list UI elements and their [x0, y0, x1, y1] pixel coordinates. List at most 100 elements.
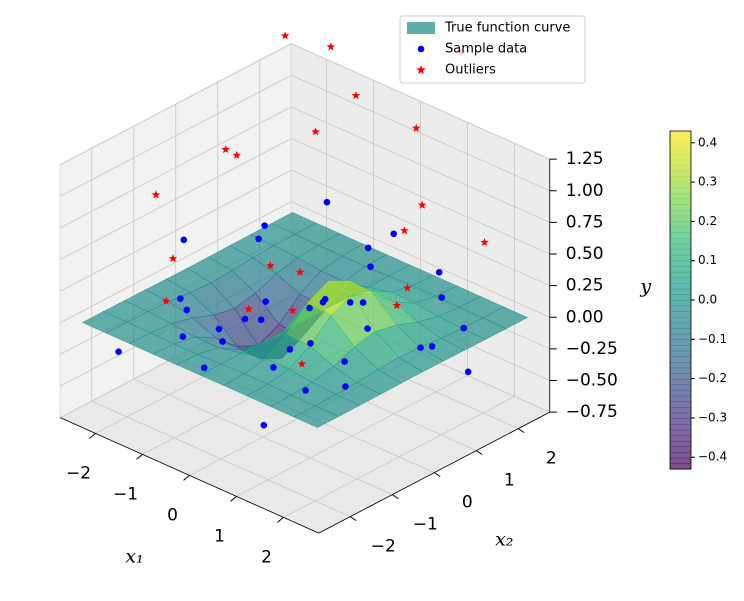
y-tick [349, 516, 357, 522]
colorbar-segment [670, 395, 691, 402]
colorbar-tick-label: 0.2 [698, 214, 717, 228]
colorbar-segment [670, 322, 691, 329]
plot-area [81, 31, 529, 429]
outlier-point [161, 296, 171, 305]
grid-line [60, 201, 292, 324]
x-tick-label: −1 [113, 484, 138, 504]
sample-point [435, 268, 443, 276]
z-tick-label: 1.25 [566, 149, 604, 169]
colorbar-segment [670, 192, 691, 200]
colorbar-segment [670, 367, 691, 374]
sample-point [307, 339, 314, 347]
colorbar-segment [670, 131, 691, 138]
legend-box [399, 15, 586, 84]
outlier-point [295, 267, 305, 276]
outlier-point [326, 42, 336, 51]
colorbar-segment [670, 457, 691, 464]
y-tick [391, 494, 399, 500]
colorbar-segment [670, 412, 691, 419]
grid-line [133, 378, 393, 495]
outlier-point [400, 226, 409, 235]
colorbar-segment [670, 446, 691, 453]
outlier-point [403, 283, 412, 292]
colorbar-segment [670, 260, 691, 267]
sample-point [180, 236, 188, 244]
colorbar-segment [670, 418, 691, 425]
y-tick-label: 0 [462, 493, 473, 513]
legend-label: Outliers [445, 63, 496, 78]
colorbar-segment [670, 463, 691, 470]
sample-point [241, 315, 249, 323]
colorbar-segment [670, 373, 691, 380]
legend-label: True function curve [444, 21, 570, 36]
colorbar-segment [670, 305, 691, 312]
outlier-point [411, 123, 421, 132]
sample-point [464, 368, 472, 376]
grid-line [291, 201, 550, 318]
grid-line [60, 169, 292, 292]
colorbar-segment [670, 356, 691, 363]
outlier-point [311, 127, 320, 136]
sample-point [364, 244, 372, 252]
sample-point [179, 333, 187, 340]
colorbar-segment [670, 198, 691, 205]
colorbar-segment [670, 266, 691, 273]
colorbar-tick-label: −0.2 [698, 371, 727, 385]
colorbar-segment [670, 181, 691, 188]
colorbar-segment [670, 142, 691, 149]
grid-line [91, 400, 351, 517]
legend: True function curve Sample data Outliers [399, 15, 586, 84]
colorbar-segment [670, 429, 691, 436]
sample-point [306, 304, 313, 312]
x-tick [277, 516, 284, 523]
sample-point [428, 343, 436, 350]
colorbar-segment [670, 153, 691, 160]
colorbar-segment [670, 221, 691, 228]
colorbar-segment [670, 170, 691, 177]
z-tick-label: 0.50 [566, 244, 604, 264]
grid-line [60, 106, 292, 229]
y-tick-label: 1 [504, 471, 515, 491]
colorbar-segment [670, 209, 691, 217]
sample-point [200, 364, 208, 372]
colorbar-segment [670, 249, 691, 256]
colorbar-segment [670, 345, 691, 352]
sample-point [260, 421, 268, 429]
colorbar-segment [670, 423, 691, 431]
x-tick-label: 1 [214, 526, 225, 546]
colorbar-tick-label: −0.3 [698, 410, 727, 424]
sample-point [341, 358, 348, 365]
sample-point [261, 222, 268, 229]
colorbar-segment [670, 164, 691, 172]
y-tick [475, 450, 483, 456]
colorbar-segment [670, 159, 691, 166]
outlier-point [417, 200, 427, 209]
grid-line [291, 43, 550, 160]
sample-point [115, 348, 122, 356]
colorbar-segment [670, 176, 691, 183]
sample-point [270, 364, 277, 371]
sample-point [257, 316, 265, 324]
sample-point [262, 298, 270, 305]
y-tick-label: 2 [546, 449, 557, 469]
colorbar-segment [670, 300, 691, 307]
colorbar-segment [670, 204, 691, 211]
colorbar-segment [670, 215, 691, 222]
colorbar-tick-label: 0.0 [698, 293, 717, 307]
sample-point [215, 325, 223, 333]
legend-swatch [407, 22, 435, 34]
colorbar-segment [670, 288, 691, 295]
legend-label: Sample data [445, 42, 527, 57]
colorbar-segment [670, 378, 691, 386]
colorbar: −0.4 −0.3 −0.2 −0.1 0.0 0.1 0.2 0.3 0.4 [669, 130, 727, 470]
outlier-point [221, 144, 230, 154]
grid-line [291, 74, 550, 192]
y-tick-label: −2 [371, 537, 396, 557]
z-tick-label: 0.75 [566, 212, 604, 232]
surface-patch [293, 405, 340, 428]
colorbar-segment [670, 238, 691, 245]
outlier-point [392, 301, 402, 310]
z-tick-label: −0.50 [566, 371, 618, 391]
colorbar-segment [670, 136, 691, 143]
